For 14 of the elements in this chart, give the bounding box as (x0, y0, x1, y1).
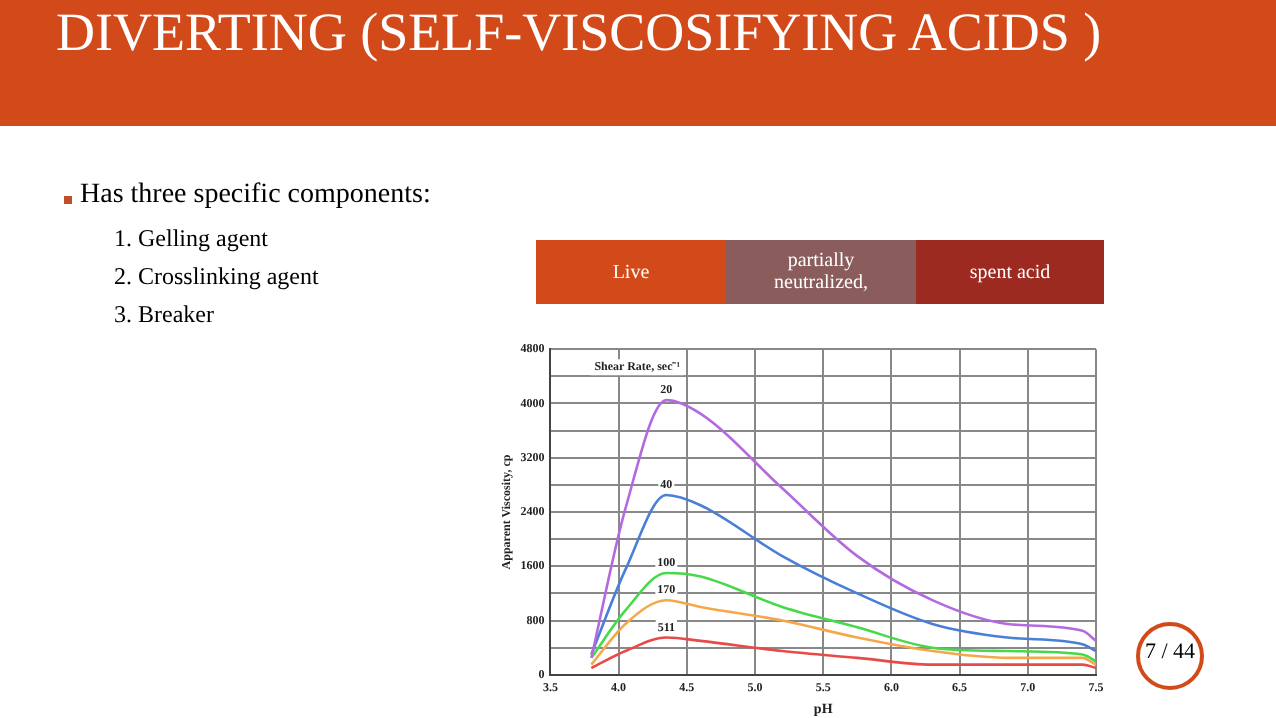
line-series (590, 598, 1096, 666)
text: Has three specific components: (80, 180, 431, 212)
line-series (590, 398, 1096, 660)
line-series (590, 493, 1096, 656)
chart-title: DIVERTING (SELF-VISCOSIFYING ACIDS ) (0, 0, 1276, 126)
text: spent acid (967, 261, 1053, 283)
line-series (590, 636, 1096, 670)
text: partially neutralized, (772, 250, 870, 294)
text: 1. Gelling agent (114, 224, 268, 254)
text: Live (610, 261, 652, 283)
line-series (590, 571, 1096, 663)
text: 7 / 44 (1142, 640, 1198, 664)
text: 2. Crosslinking agent (114, 262, 319, 292)
text: 3. Breaker (114, 300, 214, 330)
